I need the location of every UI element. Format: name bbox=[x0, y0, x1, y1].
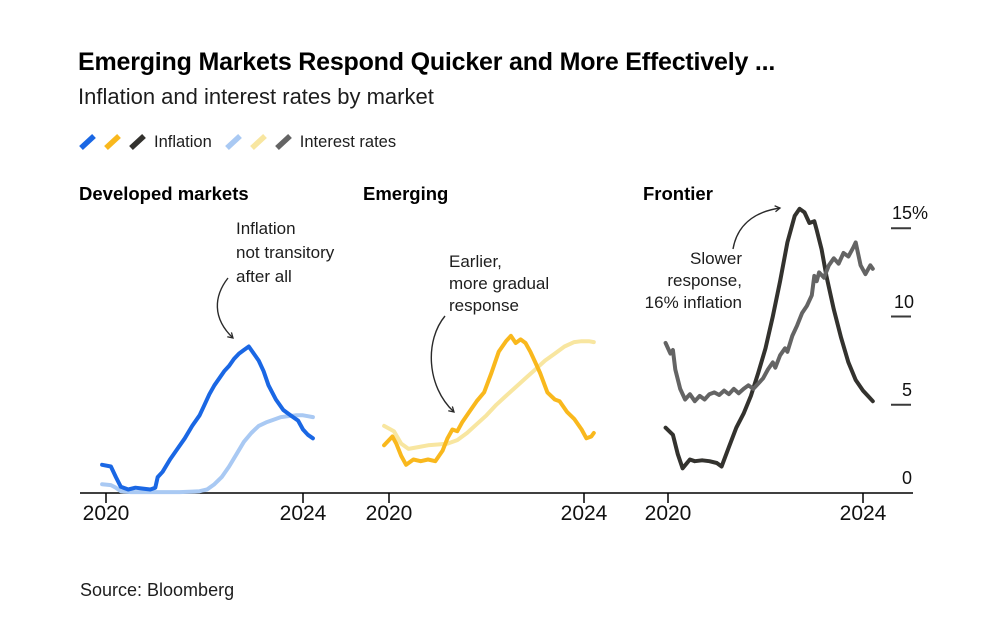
panel-title-developed: Developed markets bbox=[79, 183, 249, 204]
annotation-arrow-0 bbox=[216, 277, 233, 338]
annotation-arrow-2 bbox=[732, 208, 780, 250]
panel-title-frontier: Frontier bbox=[643, 183, 713, 204]
annotation-emerging: Earlier, more gradual response bbox=[449, 252, 550, 315]
x-tick-label: 2024 bbox=[839, 502, 887, 525]
y-tick-label: 0 bbox=[901, 468, 912, 488]
emerging-interest-rates-line bbox=[382, 339, 596, 451]
y-tick-label: 10 bbox=[893, 291, 914, 312]
legend: Inflation Interest rates bbox=[78, 130, 408, 154]
panel-title-emerging: Emerging bbox=[363, 183, 449, 204]
developed-markets-inflation-line bbox=[100, 344, 315, 492]
legend-label-interest-rates: Interest rates bbox=[299, 132, 397, 151]
annotation-arrow-1 bbox=[430, 315, 454, 412]
x-tick-label: 2020 bbox=[82, 502, 130, 525]
legend-slash-icon bbox=[249, 133, 267, 151]
y-tick-label: 5 bbox=[901, 379, 912, 400]
x-tick-label: 2020 bbox=[644, 502, 692, 525]
annotation-frontier: Slower response, 16% inflation bbox=[644, 249, 742, 312]
annotation-developed: Inflation not transitory after all bbox=[236, 219, 335, 286]
chart-title: Emerging Markets Respond Quicker and Mor… bbox=[78, 48, 776, 76]
inflation-swatch-group bbox=[78, 133, 148, 151]
legend-slash-icon bbox=[224, 133, 242, 151]
legend-slash-icon bbox=[104, 133, 121, 151]
developed-markets-interest-rates-line bbox=[100, 413, 315, 495]
legend-slash-icon bbox=[129, 133, 146, 151]
emerging-inflation-line bbox=[382, 333, 596, 467]
frontier-inflation-line bbox=[663, 206, 875, 471]
legend-label-inflation: Inflation bbox=[154, 132, 212, 151]
x-tick-label: 2024 bbox=[560, 502, 608, 525]
frontier-interest-rates-line bbox=[663, 240, 875, 404]
legend-slash-icon bbox=[274, 133, 292, 151]
legend-slash-icon bbox=[79, 133, 96, 151]
chart-subtitle: Inflation and interest rates by market bbox=[78, 84, 434, 109]
x-tick-label: 2020 bbox=[365, 502, 413, 525]
x-tick-label: 2024 bbox=[279, 502, 327, 525]
interest-rates-swatch-group bbox=[224, 133, 294, 151]
source-credit: Source: Bloomberg bbox=[80, 580, 235, 600]
y-tick-label: 15% bbox=[891, 203, 928, 224]
